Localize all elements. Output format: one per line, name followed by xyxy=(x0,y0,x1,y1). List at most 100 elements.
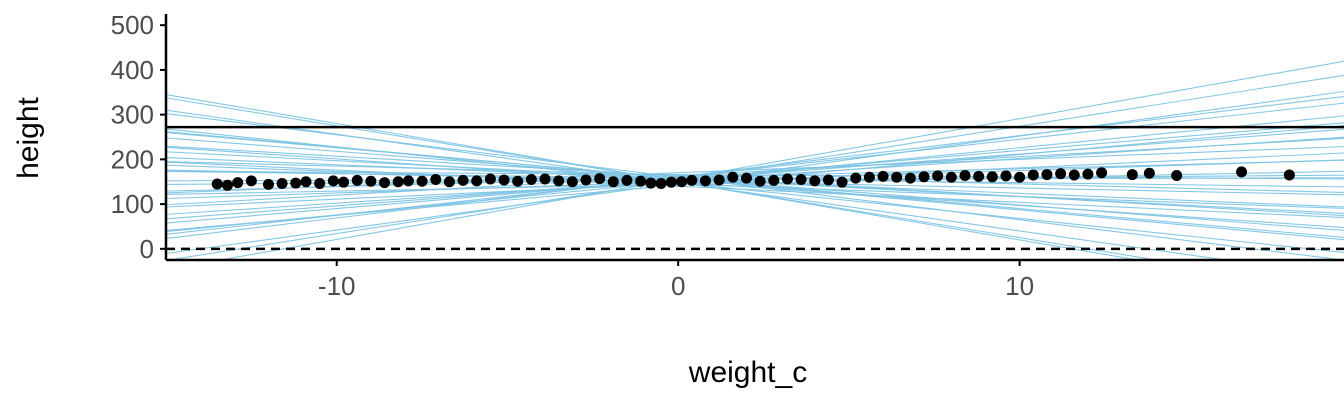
data-point xyxy=(1027,169,1039,181)
data-point xyxy=(727,171,739,183)
prior-line-20 xyxy=(166,137,1344,206)
prior-line-19 xyxy=(166,146,1344,229)
data-point xyxy=(768,174,780,186)
data-point xyxy=(443,176,455,188)
data-point xyxy=(211,178,223,190)
data-point xyxy=(471,175,483,187)
data-point xyxy=(1236,166,1248,178)
y-tick-label: 400 xyxy=(111,55,154,85)
data-point xyxy=(932,170,944,182)
data-point xyxy=(314,178,326,190)
prior-line-35 xyxy=(166,131,1344,239)
data-point xyxy=(676,176,688,188)
prior-line-11 xyxy=(166,161,1344,194)
data-point xyxy=(713,174,725,186)
data-point xyxy=(973,170,985,182)
y-tick-label: 200 xyxy=(111,144,154,174)
data-point xyxy=(621,174,633,186)
data-point xyxy=(539,173,551,185)
prior-line-5 xyxy=(166,137,1344,232)
data-point xyxy=(1068,169,1080,181)
data-point xyxy=(607,176,619,188)
prior-line-30 xyxy=(166,146,1344,194)
data-point xyxy=(379,177,391,189)
data-point xyxy=(1000,170,1012,182)
data-point xyxy=(904,172,916,184)
data-point xyxy=(566,176,578,188)
data-point xyxy=(1126,169,1138,181)
data-point xyxy=(809,175,821,187)
data-point xyxy=(836,176,848,188)
data-point xyxy=(1096,167,1108,179)
data-point xyxy=(959,169,971,181)
data-point xyxy=(1014,171,1026,183)
data-point xyxy=(1055,168,1067,180)
data-point xyxy=(1171,169,1183,181)
data-point xyxy=(416,175,428,187)
x-axis-title: weight_c xyxy=(688,356,807,389)
data-point xyxy=(262,178,274,190)
data-point xyxy=(553,175,565,187)
data-point xyxy=(232,177,244,189)
data-point xyxy=(580,174,592,186)
y-tick-label: 0 xyxy=(140,234,154,264)
data-point xyxy=(392,176,404,188)
data-point xyxy=(635,175,647,187)
data-point xyxy=(686,174,698,186)
prior-line-28 xyxy=(166,128,1344,220)
axes-layer xyxy=(164,14,1344,262)
prior-line-34 xyxy=(166,125,1344,232)
data-point xyxy=(430,173,442,185)
data-point xyxy=(498,174,510,186)
y-tick-label: 500 xyxy=(111,10,154,40)
data-point xyxy=(850,172,862,184)
data-point xyxy=(221,179,233,191)
y-tick-label: 300 xyxy=(111,100,154,130)
data-point xyxy=(402,175,414,187)
x-tick-label: 10 xyxy=(1005,271,1034,301)
data-point xyxy=(338,176,350,188)
data-point xyxy=(1041,169,1053,181)
prior-line-27 xyxy=(166,109,1230,260)
data-point xyxy=(699,175,711,187)
reference-lines-layer xyxy=(166,125,1344,251)
prior-line-16 xyxy=(166,90,1344,255)
data-point xyxy=(594,173,606,185)
data-point xyxy=(795,173,807,185)
data-point xyxy=(645,177,657,189)
data-point xyxy=(781,173,793,185)
data-point xyxy=(351,174,363,186)
y-tick-label: 100 xyxy=(111,189,154,219)
data-point xyxy=(484,173,496,185)
data-point xyxy=(918,171,930,183)
data-point xyxy=(525,173,537,185)
data-point xyxy=(665,176,677,188)
data-point xyxy=(945,171,957,183)
data-point xyxy=(245,175,257,187)
data-point xyxy=(655,178,667,190)
data-point xyxy=(290,177,302,189)
x-tick-label: 0 xyxy=(671,271,685,301)
data-point xyxy=(365,175,377,187)
data-point xyxy=(276,178,288,190)
data-point xyxy=(822,174,834,186)
data-point xyxy=(877,170,889,182)
data-point xyxy=(863,171,875,183)
data-point xyxy=(754,175,766,187)
x-tick-label: -10 xyxy=(318,271,356,301)
points-layer xyxy=(211,166,1295,191)
data-point xyxy=(1082,168,1094,180)
data-point xyxy=(986,171,998,183)
data-point xyxy=(300,176,312,188)
data-point xyxy=(1143,167,1155,179)
data-point xyxy=(740,172,752,184)
data-point xyxy=(512,175,524,187)
data-point xyxy=(891,171,903,183)
data-point xyxy=(327,175,339,187)
data-point xyxy=(1283,169,1295,181)
prior-line-22 xyxy=(166,159,1344,192)
prior-line-24 xyxy=(217,60,1344,260)
data-point xyxy=(457,174,469,186)
